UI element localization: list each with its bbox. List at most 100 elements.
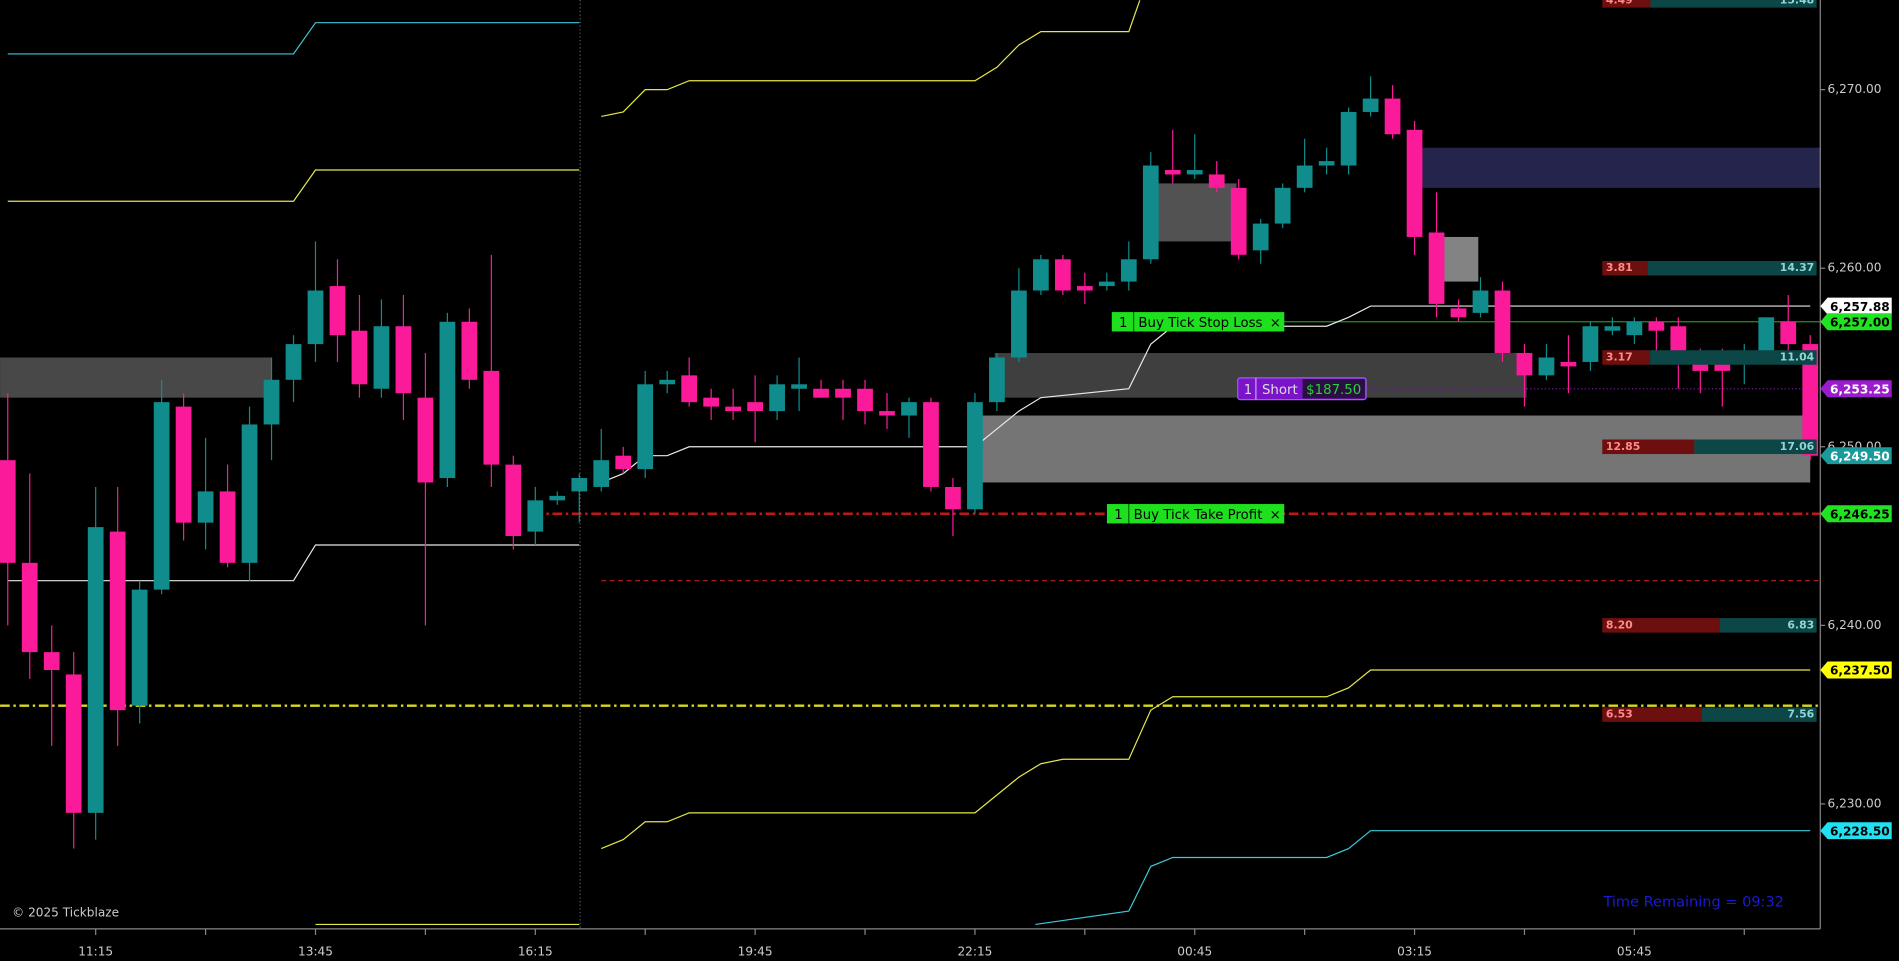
candle-body xyxy=(505,464,522,537)
candle-body xyxy=(65,674,82,813)
candle-body xyxy=(1758,317,1775,354)
candle-body xyxy=(263,379,280,425)
zone xyxy=(0,357,272,398)
candle-body xyxy=(835,388,851,398)
candle-body xyxy=(725,406,742,412)
order-close[interactable]: × xyxy=(1270,508,1281,523)
candle-body xyxy=(747,402,763,412)
candle-body xyxy=(637,384,654,470)
stat-label-sell: 8.20 xyxy=(1606,618,1633,631)
candle-body xyxy=(1120,259,1137,282)
zone xyxy=(1414,147,1821,188)
band-line xyxy=(7,544,580,582)
x-tick-label: 00:45 xyxy=(1177,944,1212,958)
candle-body xyxy=(1252,223,1269,251)
price-tag xyxy=(1820,505,1892,523)
stat-label-buy: 7.56 xyxy=(1787,708,1814,721)
candle-body xyxy=(1054,259,1071,291)
candle-body xyxy=(527,500,544,532)
candle-body xyxy=(1450,308,1467,318)
x-tick-label: 19:45 xyxy=(738,944,773,958)
stat-bar-sell xyxy=(1602,0,1651,8)
band-line xyxy=(601,305,1811,484)
order-text: Buy Tick Stop Loss xyxy=(1138,316,1262,331)
stat-label-buy: 6.83 xyxy=(1787,618,1814,631)
candle-body xyxy=(197,491,214,523)
stat-label-buy: 11.04 xyxy=(1780,350,1815,363)
candle-body xyxy=(329,286,346,336)
candle-body xyxy=(923,402,939,487)
stat-bar-buy xyxy=(1694,439,1817,455)
order-label[interactable] xyxy=(1111,312,1285,332)
candle-body xyxy=(681,375,698,403)
candle-body xyxy=(43,652,60,670)
candle-body xyxy=(901,402,917,416)
candle-body xyxy=(1604,326,1621,331)
candle-body xyxy=(989,357,1005,403)
candle-body xyxy=(703,397,720,407)
candle-body xyxy=(1780,321,1797,345)
candle-body xyxy=(1428,232,1445,304)
candle-body xyxy=(1384,98,1401,135)
candle-body xyxy=(241,424,258,563)
order-close[interactable]: × xyxy=(1270,316,1281,331)
candle-body xyxy=(1208,174,1225,188)
band-line xyxy=(601,0,1141,118)
candle-body xyxy=(1362,98,1379,112)
candle-body xyxy=(659,379,676,385)
candle-body xyxy=(285,344,302,380)
candle-body xyxy=(87,527,104,813)
candle-body xyxy=(483,370,500,465)
candle-body xyxy=(769,384,785,412)
candle-body xyxy=(1516,353,1533,376)
candle-body xyxy=(439,321,456,479)
candle-body xyxy=(945,486,961,510)
candle-body xyxy=(593,460,610,487)
stat-bar-sell xyxy=(1602,439,1695,455)
copyright: © 2025 Tickblaze xyxy=(12,906,119,920)
y-tick-label: 6,230.00 xyxy=(1828,796,1882,810)
y-tick-label: 6,260.00 xyxy=(1828,261,1882,275)
price-tag-label: 6,253.25 xyxy=(1830,382,1890,396)
candle-body xyxy=(351,330,368,385)
band-line xyxy=(7,169,580,202)
order-label[interactable] xyxy=(1106,504,1285,524)
position-pnl-bg xyxy=(1302,379,1365,399)
price-tag-label: 6,257.00 xyxy=(1830,315,1890,329)
candle-body xyxy=(1494,290,1511,354)
position-side: Short xyxy=(1262,383,1298,398)
candle-body xyxy=(219,491,236,563)
candle-body xyxy=(1648,321,1665,331)
candle-body xyxy=(1406,129,1423,237)
candle-body xyxy=(549,495,566,501)
price-tag xyxy=(1820,447,1892,465)
stat-label-sell: 3.17 xyxy=(1606,350,1633,363)
y-tick-label: 6,270.00 xyxy=(1828,82,1882,96)
stat-bar-buy xyxy=(1719,618,1817,633)
band-line xyxy=(1035,830,1811,926)
stat-bar-sell xyxy=(1602,350,1651,365)
price-tag xyxy=(1820,822,1892,840)
stat-label-sell: 3.81 xyxy=(1606,261,1633,274)
candle-body xyxy=(615,455,632,470)
candle-body xyxy=(395,326,412,394)
candle-body xyxy=(1802,344,1819,456)
candle-body xyxy=(153,402,170,590)
price-tag xyxy=(1820,313,1892,331)
time-remaining: Time Remaining = 09:32 xyxy=(1602,894,1783,910)
candle-body xyxy=(0,460,16,563)
stat-label-sell: 12.85 xyxy=(1606,440,1640,453)
price-tag xyxy=(1820,297,1892,315)
candle-body xyxy=(1142,165,1159,260)
order-qty: 1 xyxy=(1114,508,1122,523)
candle-body xyxy=(1164,169,1181,175)
candle-body xyxy=(1318,161,1335,166)
candle-body xyxy=(1230,187,1247,255)
stat-bar-buy xyxy=(1701,707,1817,722)
x-tick-label: 13:45 xyxy=(298,944,333,958)
candle-body xyxy=(879,411,895,416)
stat-label-sell: 6.53 xyxy=(1606,708,1633,721)
